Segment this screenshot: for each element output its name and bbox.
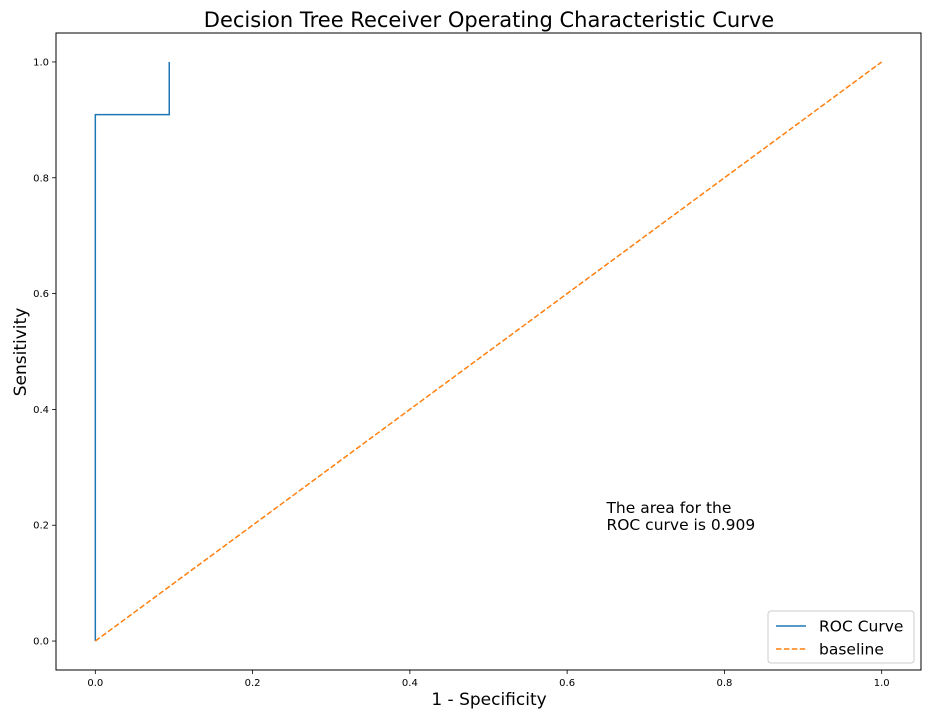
legend-box xyxy=(767,610,915,664)
axis-ticks: 0.0 0.2 0.4 0.6 0.8 1.0 0.0 0.2 0.4 0.6 0.8 1.0 xyxy=(33,57,890,689)
y-tick-label: 0.6 xyxy=(33,289,49,300)
x-tick-label: 0.4 xyxy=(402,678,418,689)
legend-label: baseline xyxy=(819,641,884,659)
plot-area xyxy=(55,32,922,671)
y-tick-label: 0.8 xyxy=(33,173,49,184)
plot-frame xyxy=(55,32,922,671)
annotation-line: ROC curve is 0.909 xyxy=(606,516,755,534)
series-line-roc-curve xyxy=(94,61,170,642)
y-tick-label: 0.4 xyxy=(33,405,49,416)
legend: ROC Curve baseline xyxy=(767,610,915,664)
x-tick-label: 0.0 xyxy=(87,678,103,689)
x-tick-label: 0.8 xyxy=(716,678,732,689)
chart-title: Decision Tree Receiver Operating Charact… xyxy=(204,8,774,32)
x-axis-label: 1 - Specificity xyxy=(431,690,546,710)
y-tick-label: 1.0 xyxy=(33,57,49,68)
annotation-line: The area for the xyxy=(605,499,731,517)
x-tick-label: 1.0 xyxy=(874,678,890,689)
y-axis-label: Sensitivity xyxy=(11,308,31,397)
x-tick-label: 0.6 xyxy=(559,678,575,689)
legend-label: ROC Curve xyxy=(819,618,903,636)
x-tick-label: 0.2 xyxy=(245,678,261,689)
y-tick-label: 0.0 xyxy=(33,637,49,648)
series-layer xyxy=(94,61,883,642)
y-tick-label: 0.2 xyxy=(33,521,49,532)
series-line-baseline xyxy=(94,61,883,642)
